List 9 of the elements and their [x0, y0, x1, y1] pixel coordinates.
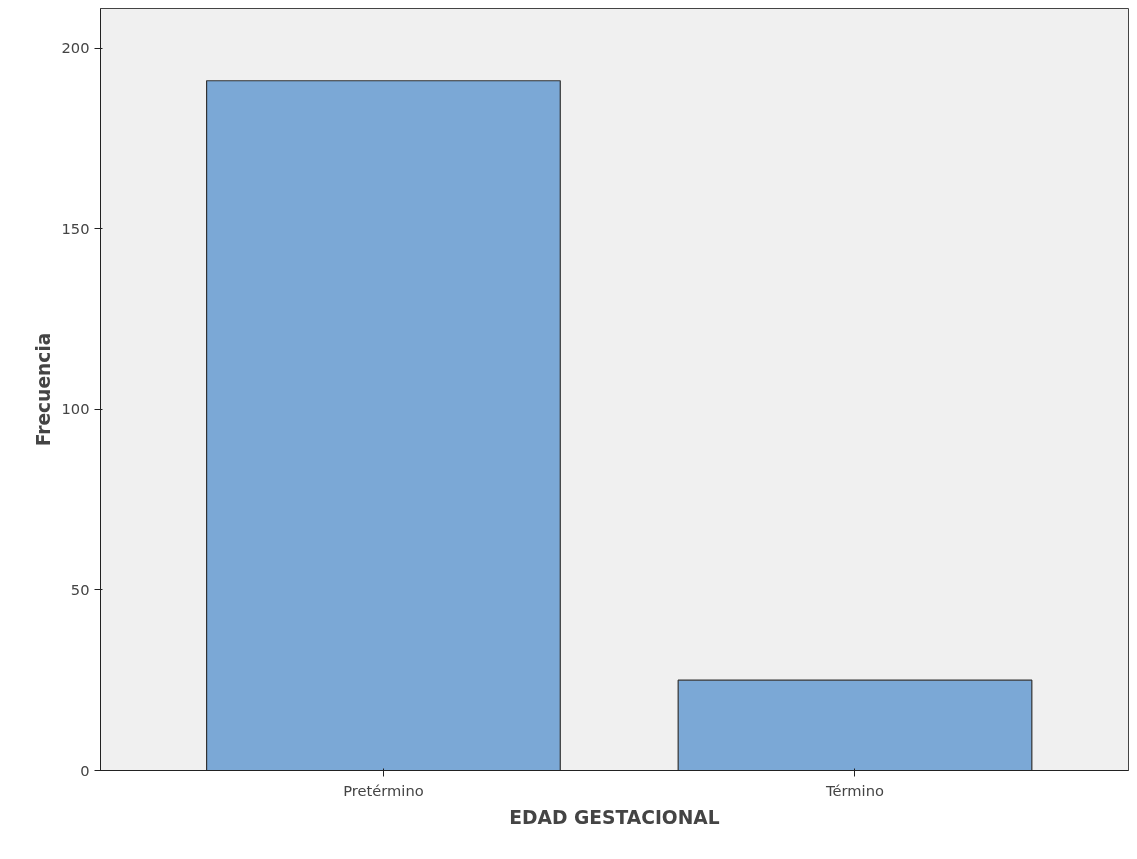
y-axis-title: Frecuencia	[32, 332, 54, 447]
y-tick-label: 50	[70, 580, 90, 598]
x-tick-label: Término	[825, 781, 884, 799]
y-tick-label: 100	[61, 400, 90, 418]
y-tick-label: 150	[61, 219, 90, 237]
x-tick-label: Pretérmino	[343, 781, 424, 799]
y-tick-label: 200	[61, 39, 90, 57]
x-axis-title: EDAD GESTACIONAL	[509, 806, 720, 828]
y-tick-label: 0	[80, 761, 90, 779]
